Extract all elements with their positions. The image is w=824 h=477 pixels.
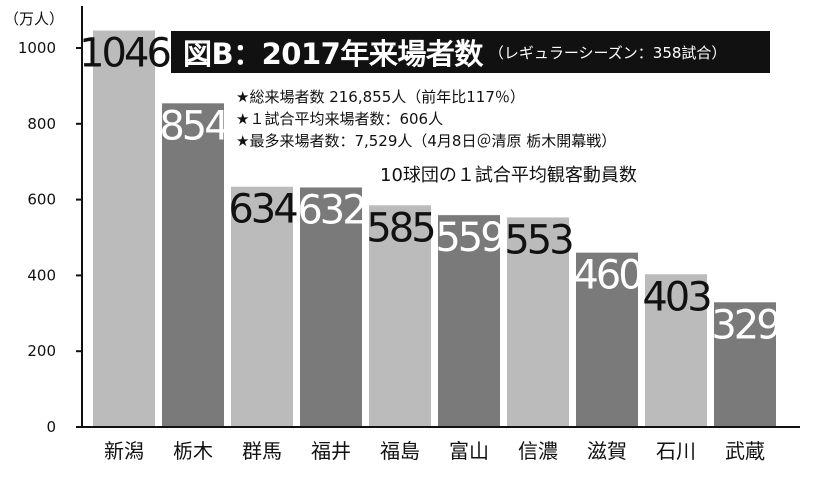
value-label: 632	[297, 187, 364, 233]
y-tick-label: 800	[27, 115, 56, 133]
bar-石川	[645, 274, 707, 427]
bar-福島	[369, 205, 431, 427]
value-label: 585	[366, 205, 433, 251]
category-label: 石川	[656, 439, 696, 463]
category-label: 福島	[380, 439, 420, 463]
axis-layer: 新潟 栃木 群馬 福井 福島 富山 信濃 滋賀 石川 武蔵 0 200 400 600 800 1000	[18, 6, 800, 463]
value-label: 1046	[79, 31, 169, 77]
value-label: 403	[642, 274, 710, 320]
category-label: 群馬	[242, 439, 282, 463]
bar-信濃	[507, 217, 569, 427]
bar-武蔵	[714, 302, 776, 427]
value-label: 854	[159, 103, 228, 149]
category-label: 滋賀	[587, 439, 627, 463]
value-label: 553	[504, 217, 572, 263]
chart-title: 図B：2017年来場者数	[183, 37, 483, 71]
category-label: 武蔵	[725, 439, 765, 463]
category-label: 福井	[311, 439, 351, 463]
chart-subtitle: （レギュラーシーズン：358試合）	[488, 43, 727, 62]
bar-群馬	[231, 186, 293, 427]
value-label: 329	[711, 302, 779, 348]
category-label: 富山	[449, 439, 489, 463]
bars-layer	[93, 30, 776, 428]
bar-富山	[438, 215, 500, 427]
bar-栃木	[162, 103, 224, 428]
category-label: 栃木	[173, 439, 213, 463]
chart-caption: 10球団の１試合平均観客動員数	[380, 165, 637, 186]
category-label: 新潟	[104, 439, 144, 463]
y-tick-label: 1000	[18, 39, 56, 57]
value-label: 559	[435, 215, 503, 261]
value-label: 460	[573, 253, 641, 299]
category-label: 信濃	[518, 439, 558, 463]
y-tick-label: 0	[46, 418, 56, 436]
bar-滋賀	[576, 252, 638, 427]
note-total-attendance: ★総来場者数 216,855人（前年比117％）	[236, 88, 525, 106]
note-average-attendance: ★１試合平均来場者数：606人	[236, 110, 444, 128]
chart-title-box: 図B：2017年来場者数 （レギュラーシーズン：358試合）	[171, 31, 770, 73]
y-axis-unit: （万人）	[4, 10, 65, 28]
y-tick-label: 400	[27, 266, 56, 284]
y-tick-label: 600	[27, 191, 56, 209]
bar-新潟	[93, 30, 155, 427]
note-max-attendance: ★最多来場者数：7,529人（4月8日＠清原 栃木開幕戦）	[236, 132, 617, 150]
value-label: 634	[228, 187, 297, 233]
y-tick-label: 200	[27, 342, 56, 360]
bar-福井	[300, 187, 362, 427]
